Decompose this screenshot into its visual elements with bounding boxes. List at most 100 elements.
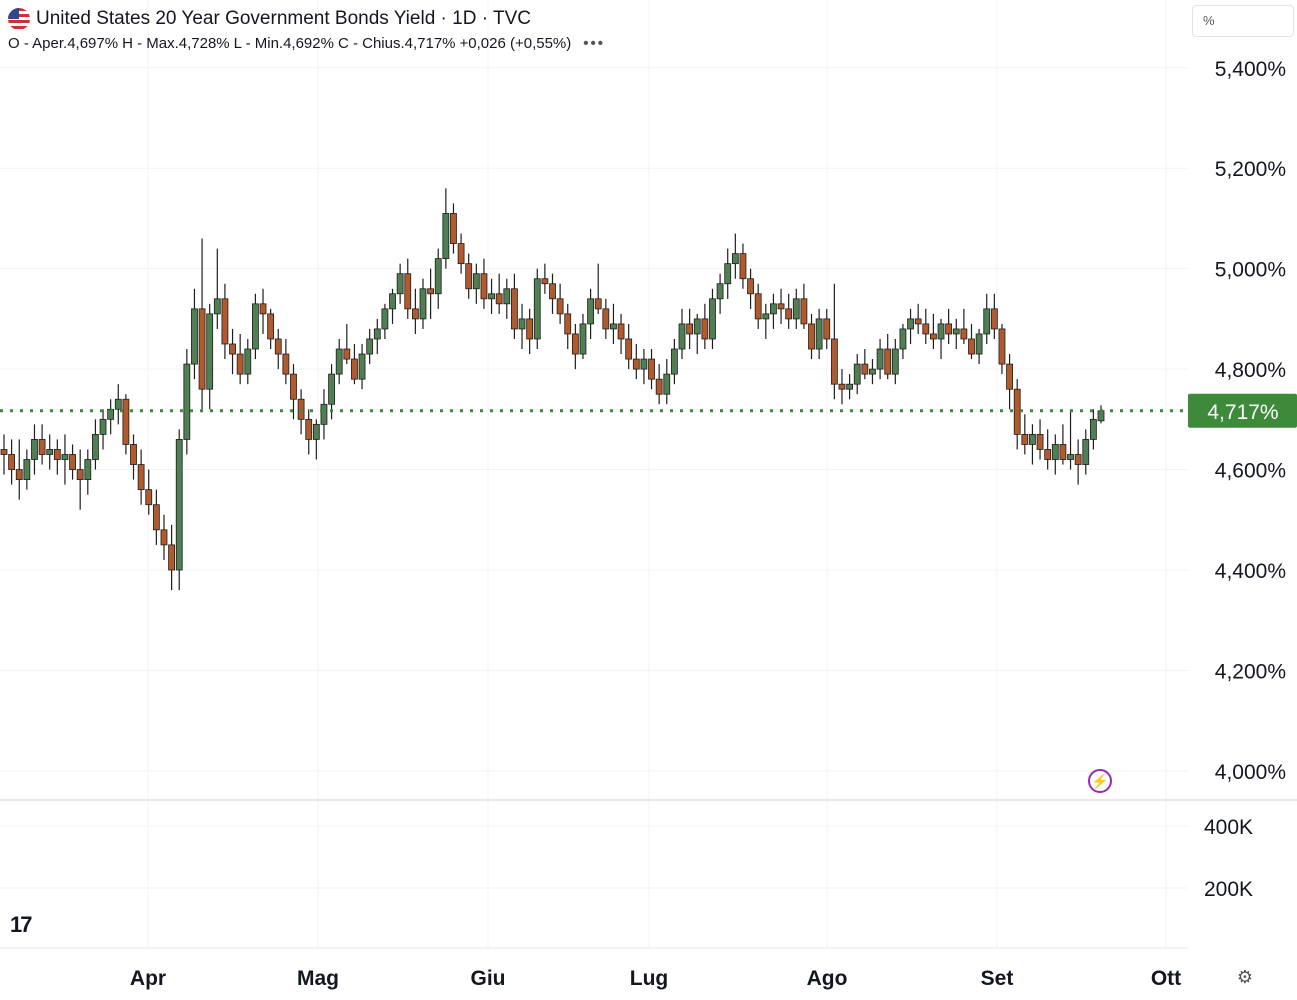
candle-body xyxy=(396,273,404,295)
percent-scale-toggle[interactable]: % xyxy=(1192,5,1294,37)
candle-body xyxy=(267,313,275,340)
candle-body xyxy=(930,333,937,340)
candle-body xyxy=(46,449,54,455)
y-tick-label: 4,600% xyxy=(1215,460,1286,483)
candle-body xyxy=(625,338,633,360)
candle-body xyxy=(655,378,663,395)
candle-body xyxy=(762,313,770,320)
candle-body xyxy=(1051,444,1059,460)
candle-body xyxy=(549,283,556,300)
candle-body xyxy=(320,403,328,425)
candle-body xyxy=(678,323,686,350)
volume-tick-label: 200K xyxy=(1204,878,1253,901)
candle-body xyxy=(84,459,92,480)
candle-body xyxy=(198,308,206,390)
candle-body xyxy=(175,439,183,571)
candle-body xyxy=(297,398,305,420)
tradingview-logo[interactable]: 17 xyxy=(10,912,33,937)
candle-body xyxy=(1097,410,1105,422)
candle-body xyxy=(663,373,671,395)
candle-body xyxy=(830,338,838,385)
candle-body xyxy=(884,348,892,375)
candle-body xyxy=(259,303,267,315)
candle-body xyxy=(107,408,115,420)
candle-body xyxy=(53,449,61,460)
candle-body xyxy=(617,323,625,340)
candle-body xyxy=(869,368,876,375)
candle-body xyxy=(846,383,854,390)
candle-body xyxy=(183,363,191,440)
x-tick-label: Lug xyxy=(630,967,668,990)
candle-body xyxy=(488,293,495,300)
candle-body xyxy=(998,328,1006,365)
last-price-badge xyxy=(1188,393,1297,428)
candle-body xyxy=(815,318,823,350)
candle-body xyxy=(15,469,23,480)
candle-body xyxy=(381,308,389,330)
candle-body xyxy=(686,323,694,335)
candle-body xyxy=(747,278,754,295)
candle-body xyxy=(0,449,8,455)
y-tick-label: 4,200% xyxy=(1215,660,1286,683)
y-tick-label: 5,000% xyxy=(1215,259,1286,282)
candle-body xyxy=(556,298,564,315)
symbol-title[interactable]: United States 20 Year Government Bonds Y… xyxy=(36,8,531,29)
candle-body xyxy=(724,263,732,285)
x-tick-label: Set xyxy=(981,967,1014,990)
more-options-icon[interactable]: ••• xyxy=(583,35,606,52)
candle-body xyxy=(389,293,396,310)
candle-body xyxy=(236,353,244,375)
candle-body xyxy=(495,293,503,305)
candle-body xyxy=(960,328,968,340)
candle-body xyxy=(922,323,930,335)
ohlc-open: O - Aper.4,697% xyxy=(8,35,119,52)
ohlc-high: H - Max.4,728% xyxy=(122,35,230,52)
candle-body xyxy=(899,328,907,350)
candle-body xyxy=(968,338,975,355)
candle-body xyxy=(800,298,808,325)
candle-body xyxy=(373,328,381,340)
candle-body xyxy=(990,308,998,330)
y-tick-label: 4,000% xyxy=(1215,761,1286,784)
lightning-icon[interactable]: ⚡ xyxy=(1088,769,1112,793)
candle-body xyxy=(587,298,594,325)
candle-body xyxy=(404,273,412,310)
candle-body xyxy=(366,338,374,355)
candle-body xyxy=(891,348,899,375)
candle-body xyxy=(343,348,351,360)
candle-body xyxy=(975,333,983,355)
candle-body xyxy=(152,504,160,531)
candle-body xyxy=(351,358,358,380)
candle-body xyxy=(907,318,914,330)
x-tick-label: Ago xyxy=(807,967,848,990)
candle-body xyxy=(31,439,38,460)
candle-body xyxy=(221,298,229,345)
candle-body xyxy=(480,273,488,300)
candle-body xyxy=(213,298,221,315)
candle-body xyxy=(602,308,610,330)
candle-body xyxy=(739,253,747,280)
candle-body xyxy=(861,363,869,375)
candle-body xyxy=(1059,444,1067,460)
candle-body xyxy=(251,303,259,350)
candle-body xyxy=(1029,434,1036,445)
candle-body xyxy=(335,348,343,375)
gear-icon[interactable]: ⚙ xyxy=(1236,967,1254,987)
candle-body xyxy=(808,323,815,350)
candle-body xyxy=(312,423,320,440)
candle-body xyxy=(38,439,46,455)
candle-body xyxy=(564,313,572,335)
candle-body xyxy=(160,529,168,546)
candle-body xyxy=(777,303,785,310)
candle-body xyxy=(952,328,960,335)
candle-body xyxy=(99,418,107,435)
candle-body xyxy=(1067,454,1074,460)
y-tick-label: 5,400% xyxy=(1215,58,1286,81)
candle-body xyxy=(511,288,518,330)
candle-body xyxy=(709,298,716,340)
x-tick-label: Ott xyxy=(1151,967,1181,990)
candle-body xyxy=(358,353,366,380)
chart-header: United States 20 Year Government Bonds Y… xyxy=(8,6,609,52)
candle-body xyxy=(754,293,762,320)
